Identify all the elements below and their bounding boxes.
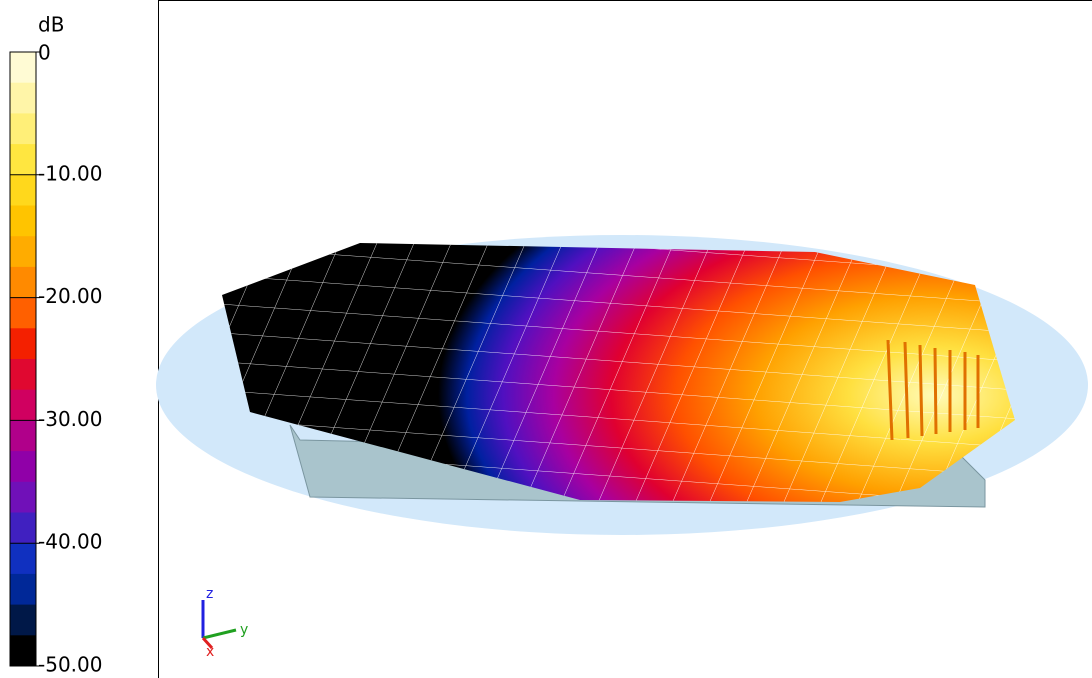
colorbar-tick-label: -50.00 [38,653,102,677]
colorbar-segment [10,512,36,544]
colorbar-tick-label: -20.00 [38,284,102,308]
colorbar-segment [10,420,36,452]
colorbar-tick-label: -30.00 [38,407,102,431]
colorbar-tick-label: -40.00 [38,530,102,554]
colorbar-segment [10,236,36,268]
colorbar-segment [10,297,36,329]
colorbar-segment [10,573,36,606]
colorbar-segment [10,113,36,145]
colorbar-segment [10,174,36,206]
colorbar-segment [10,389,36,421]
colorbar-segment [10,266,36,299]
colorbar-segment [10,82,36,114]
colorbar-segment [10,481,36,513]
colorbar-segment [10,328,36,360]
colorbar-segment [10,635,36,667]
colorbar-segment [10,359,36,391]
z-label: z [206,586,213,602]
x-label: x [206,644,214,660]
colorbar: 0 -10.00 -20.00 -30.00 -40.00 -50.00 [9,41,102,677]
antenna-elements [886,339,980,441]
colorbar-segment [10,52,36,84]
colorbar-segment [10,205,36,237]
y-label: y [240,622,248,638]
colorbar-segment [10,451,36,483]
colorbar-tick-label: 0 [38,41,51,65]
x-axis [201,636,214,650]
colorbar-tick-label: -10.00 [38,161,102,185]
y-axis [202,628,237,640]
colorbar-unit: dB [38,13,64,37]
axes-triad: z y x [201,586,248,660]
colorbar-segment [10,543,36,575]
colorbar-segment [10,144,36,176]
colorbar-segment [10,604,36,636]
